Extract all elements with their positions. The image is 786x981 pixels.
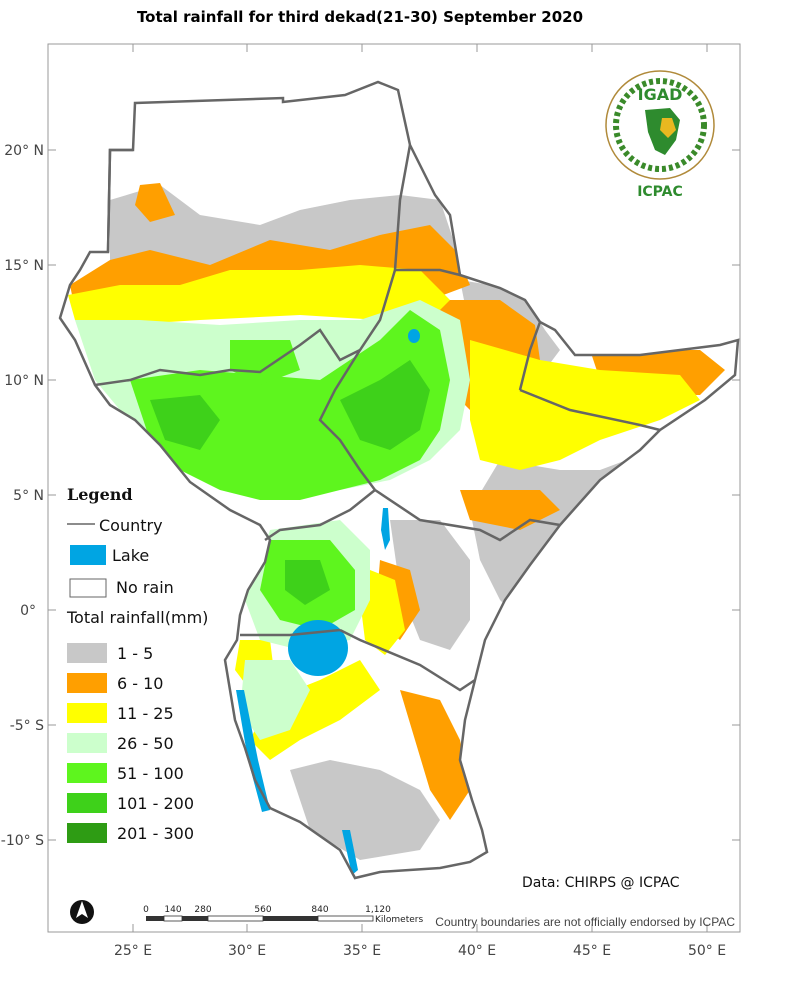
lat-label-10n: 10° N [4,373,44,389]
zone-6-10-chad [135,183,175,222]
legend-country-label: Country [99,516,163,535]
zone-101-200-uganda [285,560,330,605]
zone-11-25-kenya [360,570,405,655]
legend-swatch-6 [67,823,107,843]
legend-swatch-2 [67,703,107,723]
legend-lake-label: Lake [112,546,149,565]
scale-unit: Kilometers [375,915,423,925]
lat-label-equator: 0° [20,603,36,619]
lake-malawi [342,830,358,875]
lon-label-45e: 45° E [573,943,611,959]
legend-swatch-1 [67,673,107,693]
lake-tana [408,329,420,343]
lake-tanganyika [236,690,270,812]
scale-tick-280: 280 [194,905,211,915]
zone-11-25-tz [250,660,380,760]
legend-no-rain-label: No rain [116,578,174,597]
legend-class-label-4: 51 - 100 [117,764,184,783]
lon-label-35e: 35° E [343,943,381,959]
legend-classes: 1 - 5 6 - 10 11 - 25 26 - 50 51 - 100 101 - 2… [67,643,194,843]
legend-class-label-6: 201 - 300 [117,824,194,843]
lon-label-25e: 25° E [114,943,152,959]
country-borders [58,80,740,880]
legend: Legend Country Lake No rain Total rainfa… [66,485,208,843]
igad-logo: IGAD ICPAC [605,70,715,200]
lon-label-50e: 50° E [688,943,726,959]
zone-6-10-tz [400,690,470,820]
logo-laurel [613,78,707,172]
scale-tick-1120: 1,120 [365,905,391,915]
legend-class-label-2: 11 - 25 [117,704,174,723]
data-source: Data: CHIRPS @ ICPAC [522,875,680,891]
legend-no-rain-swatch [69,578,107,598]
north-arrow-icon [70,900,94,924]
zone-11-25-sahel [68,265,450,325]
zone-26-50-tz-west [240,660,310,740]
logo-name: IGAD [638,85,683,104]
scale-tick-0: 0 [143,905,149,915]
graticule-ticks [48,44,740,932]
lat-label-20n: 20° N [4,143,44,159]
lake-victoria [288,620,348,676]
rainfall-zones [68,183,725,860]
legend-swatch-3 [67,733,107,753]
legend-heading: Legend [67,485,133,504]
lat-label-5s: -5° S [10,718,44,734]
logo-caption: ICPAC [637,184,683,200]
zone-51-100-nw [230,340,300,385]
zone-101-200-east [340,360,430,450]
zone-11-25-ethiopia-east [470,340,700,470]
zone-101-200-west [150,395,220,450]
legend-class-label-1: 6 - 10 [117,674,163,693]
scale-tick-560: 560 [254,905,271,915]
legend-swatch-4 [67,763,107,783]
legend-lake-swatch [70,545,106,565]
legend-swatch-5 [67,793,107,813]
lat-label-15n: 15° N [4,258,44,274]
legend-class-label-0: 1 - 5 [117,644,153,663]
scale-bar: 0 140 280 560 840 1,120 Kilometers [143,905,423,925]
zone-1-5-tz [290,760,440,860]
disclaimer: Country boundaries are not officially en… [435,915,735,929]
scale-tick-840: 840 [311,905,328,915]
legend-swatch-0 [67,643,107,663]
legend-class-label-3: 26 - 50 [117,734,174,753]
legend-class-label-5: 101 - 200 [117,794,194,813]
scale-tick-140: 140 [164,905,181,915]
lake-turkana [381,508,390,550]
lon-label-40e: 40° E [458,943,496,959]
lat-label-10s: -10° S [1,833,44,849]
zone-51-100-ssudan [130,310,450,500]
zone-1-5-kenya [390,520,470,650]
map-title: Total rainfall for third dekad(21-30) Se… [136,8,584,26]
legend-rainfall-title: Total rainfall(mm) [66,608,208,627]
lat-label-5n: 5° N [13,488,44,504]
logo-region-icon [660,118,676,138]
lon-label-30e: 30° E [228,943,266,959]
